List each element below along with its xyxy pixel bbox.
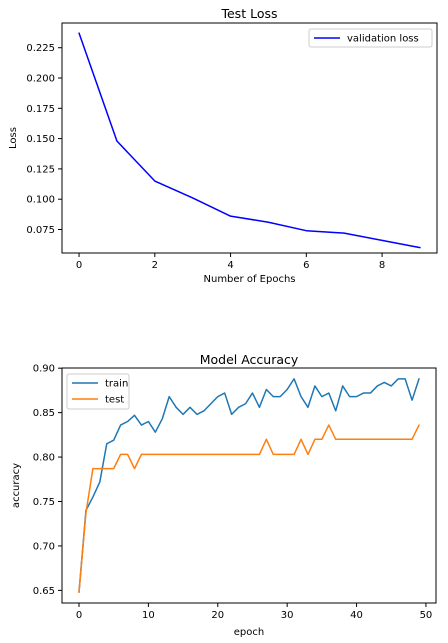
y-tick-label: 0.225 bbox=[26, 43, 55, 54]
x-axis-label: epoch bbox=[234, 627, 264, 638]
x-tick-label: 4 bbox=[227, 260, 233, 271]
x-tick-label: 30 bbox=[281, 610, 294, 621]
y-tick-label: 0.85 bbox=[33, 408, 55, 419]
y-tick-label: 0.80 bbox=[33, 453, 55, 464]
plot-frame bbox=[61, 367, 437, 604]
series-line-validation-loss bbox=[78, 32, 421, 249]
x-tick-label: 8 bbox=[379, 260, 385, 271]
y-tick-label: 0.200 bbox=[26, 74, 55, 85]
plot-frame bbox=[61, 22, 438, 254]
accuracy-chart: Model Accuracy 0 10 20 30 40 50 0.65 0.70 0.75 0.8… bbox=[11, 352, 437, 638]
legend-box bbox=[308, 28, 433, 48]
x-tick-label: 2 bbox=[152, 260, 158, 271]
series-line-test bbox=[78, 424, 420, 593]
chart-title: Model Accuracy bbox=[200, 352, 299, 367]
x-tick-label: 10 bbox=[142, 610, 155, 621]
chart-title: Test Loss bbox=[220, 6, 277, 21]
y-tick-label: 0.70 bbox=[33, 541, 55, 552]
legend: train test bbox=[66, 373, 130, 410]
y-tick-label: 0.100 bbox=[26, 195, 55, 206]
loss-chart: Test Loss 0 2 4 6 8 0.075 0.100 0.125 0.150 0.175 0… bbox=[8, 6, 438, 285]
legend-label: validation loss bbox=[347, 34, 419, 45]
x-tick-label: 0 bbox=[76, 260, 82, 271]
series-line-train bbox=[78, 378, 420, 593]
x-tick-label: 40 bbox=[350, 610, 363, 621]
legend: validation loss bbox=[308, 28, 433, 48]
legend-label: test bbox=[105, 395, 124, 406]
x-tick-label: 0 bbox=[76, 610, 82, 621]
x-tick-label: 20 bbox=[211, 610, 224, 621]
x-tick-label: 6 bbox=[303, 260, 309, 271]
y-tick-label: 0.075 bbox=[26, 225, 55, 236]
x-axis-label: Number of Epochs bbox=[204, 274, 296, 285]
y-axis-label: accuracy bbox=[11, 463, 22, 508]
y-tick-label: 0.175 bbox=[26, 104, 55, 115]
y-axis-label: Loss bbox=[8, 127, 19, 149]
x-tick-label: 50 bbox=[420, 610, 433, 621]
y-tick-label: 0.125 bbox=[26, 164, 55, 175]
y-tick-label: 0.150 bbox=[26, 134, 55, 145]
y-tick-label: 0.65 bbox=[33, 586, 55, 597]
legend-label: train bbox=[105, 379, 128, 390]
y-tick-label: 0.90 bbox=[33, 364, 55, 375]
y-tick-label: 0.75 bbox=[33, 497, 55, 508]
